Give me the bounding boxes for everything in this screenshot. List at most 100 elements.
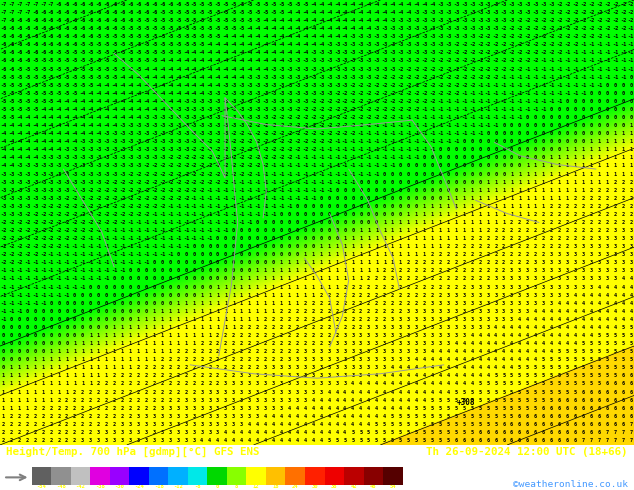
Text: -1: -1 xyxy=(389,147,396,152)
Text: -2: -2 xyxy=(119,212,126,217)
Text: 1: 1 xyxy=(534,204,537,209)
Text: -3: -3 xyxy=(349,50,356,55)
Text: 0: 0 xyxy=(232,269,235,273)
Text: 0: 0 xyxy=(216,276,219,281)
Text: 1: 1 xyxy=(343,276,346,281)
Text: -1: -1 xyxy=(230,196,236,201)
Text: -6: -6 xyxy=(48,42,54,48)
Text: -3: -3 xyxy=(286,67,292,72)
Text: 2: 2 xyxy=(113,422,116,427)
Text: 5: 5 xyxy=(455,422,458,427)
Text: 1: 1 xyxy=(311,285,314,290)
Text: -5: -5 xyxy=(151,34,157,39)
Text: -4: -4 xyxy=(167,67,173,72)
Text: 0: 0 xyxy=(57,325,60,330)
Text: 5: 5 xyxy=(597,373,600,378)
Text: 0: 0 xyxy=(25,333,29,338)
Text: 0: 0 xyxy=(621,91,624,96)
Text: 0: 0 xyxy=(351,220,354,225)
Text: 5: 5 xyxy=(534,366,537,370)
Text: -6: -6 xyxy=(56,34,62,39)
Text: -2: -2 xyxy=(548,50,555,55)
Text: -4: -4 xyxy=(143,107,149,112)
Text: 3: 3 xyxy=(518,309,521,314)
Text: 3: 3 xyxy=(105,430,108,435)
Text: -1: -1 xyxy=(127,220,133,225)
Text: 1: 1 xyxy=(41,397,44,403)
Text: 6: 6 xyxy=(630,381,632,387)
Text: -5: -5 xyxy=(103,58,110,64)
Text: -3: -3 xyxy=(151,115,157,120)
Text: -1: -1 xyxy=(461,123,467,128)
Text: -1: -1 xyxy=(112,244,117,249)
Text: -4: -4 xyxy=(349,2,356,7)
Text: -2: -2 xyxy=(382,115,387,120)
Text: -4: -4 xyxy=(358,18,364,23)
Text: 4: 4 xyxy=(486,341,489,346)
Text: 4: 4 xyxy=(351,381,354,387)
Text: 3: 3 xyxy=(184,406,188,411)
Text: 1: 1 xyxy=(478,196,481,201)
Bar xyxy=(188,466,207,486)
Text: -3: -3 xyxy=(191,139,197,144)
Text: -4: -4 xyxy=(326,26,332,31)
Text: 4: 4 xyxy=(455,381,458,387)
Text: 1: 1 xyxy=(272,276,275,281)
Text: 0: 0 xyxy=(320,204,323,209)
Text: 4: 4 xyxy=(351,397,354,403)
Text: -2: -2 xyxy=(501,26,507,31)
Text: -1: -1 xyxy=(413,147,420,152)
Text: 1: 1 xyxy=(383,252,386,257)
Text: 1: 1 xyxy=(129,366,132,370)
Text: -6: -6 xyxy=(0,58,6,64)
Text: 3: 3 xyxy=(359,373,362,378)
Text: -4: -4 xyxy=(24,139,30,144)
Text: 1: 1 xyxy=(160,341,164,346)
Text: 2: 2 xyxy=(383,276,386,281)
Text: -2: -2 xyxy=(286,155,292,160)
Text: -2: -2 xyxy=(389,107,396,112)
Text: -3: -3 xyxy=(485,10,491,15)
Text: 1: 1 xyxy=(113,341,116,346)
Text: -4: -4 xyxy=(72,99,78,104)
Text: -2: -2 xyxy=(398,107,404,112)
Text: 3: 3 xyxy=(200,397,204,403)
Text: 0: 0 xyxy=(97,285,100,290)
Text: -1: -1 xyxy=(40,269,46,273)
Text: -5: -5 xyxy=(127,67,133,72)
Text: 3: 3 xyxy=(200,390,204,394)
Text: -1: -1 xyxy=(596,83,602,88)
Text: 4: 4 xyxy=(550,333,553,338)
Text: -2: -2 xyxy=(437,67,443,72)
Text: -4: -4 xyxy=(191,91,197,96)
Text: Th 26-09-2024 12:00 UTC (18+66): Th 26-09-2024 12:00 UTC (18+66) xyxy=(426,447,628,457)
Text: -3: -3 xyxy=(207,99,213,104)
Text: 1: 1 xyxy=(224,301,227,306)
Text: -3: -3 xyxy=(437,10,443,15)
Text: -4: -4 xyxy=(247,26,252,31)
Text: 1: 1 xyxy=(216,317,219,322)
Text: 4: 4 xyxy=(327,422,330,427)
Text: 3: 3 xyxy=(407,317,410,322)
Text: -2: -2 xyxy=(540,34,547,39)
Text: 1: 1 xyxy=(613,172,616,176)
Text: 2: 2 xyxy=(430,285,434,290)
Text: -1: -1 xyxy=(628,58,634,64)
Text: -2: -2 xyxy=(620,2,626,7)
Text: 3: 3 xyxy=(232,390,235,394)
Text: -2: -2 xyxy=(63,212,70,217)
Text: 0: 0 xyxy=(121,285,124,290)
Text: -3: -3 xyxy=(302,74,308,79)
Text: 2: 2 xyxy=(49,438,53,443)
Text: 0: 0 xyxy=(18,325,21,330)
Text: 6: 6 xyxy=(566,430,569,435)
Text: -2: -2 xyxy=(198,164,205,169)
Text: -3: -3 xyxy=(453,34,459,39)
Text: -5: -5 xyxy=(167,42,173,48)
Text: 4: 4 xyxy=(264,422,267,427)
Text: -2: -2 xyxy=(445,91,451,96)
Text: -2: -2 xyxy=(556,10,562,15)
Text: 0: 0 xyxy=(494,139,497,144)
Text: 4: 4 xyxy=(391,390,394,394)
Text: -2: -2 xyxy=(198,188,205,193)
